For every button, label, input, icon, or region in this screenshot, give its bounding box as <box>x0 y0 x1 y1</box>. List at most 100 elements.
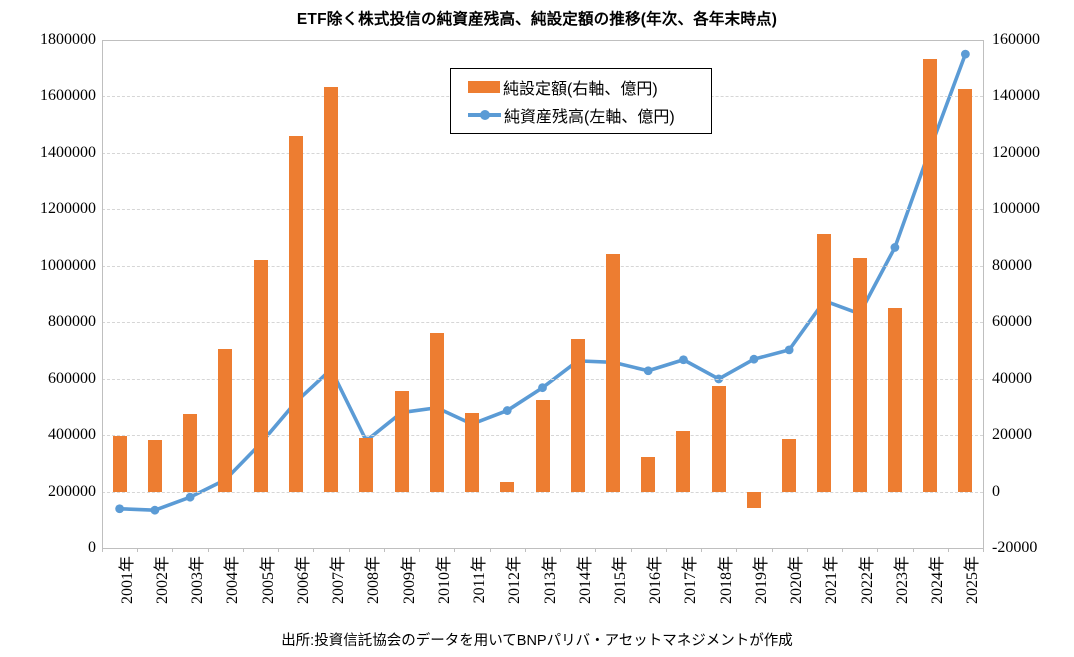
x-axis-tick <box>912 548 914 552</box>
legend: 純設定額(右軸、億円) 純資産残高(左軸、億円) <box>450 68 712 134</box>
right-axis-tick: 80000 <box>992 256 1032 274</box>
x-axis-label: 2015年 <box>611 556 629 605</box>
x-axis-label: 2003年 <box>189 556 207 605</box>
x-axis-label: 2019年 <box>752 556 770 605</box>
left-axis-tick: 1600000 <box>40 87 96 105</box>
x-axis-label: 2012年 <box>506 556 524 605</box>
left-axis-tick: 1000000 <box>40 256 96 274</box>
x-axis-label: 2025年 <box>964 556 982 605</box>
point-2020 <box>784 345 794 355</box>
x-axis-tick <box>630 548 632 552</box>
bar-2021 <box>817 233 832 492</box>
left-axis-tick: 400000 <box>48 426 96 444</box>
right-axis-tick: 140000 <box>992 87 1040 105</box>
x-axis-label: 2009年 <box>400 556 418 605</box>
line-marker-icon <box>480 110 490 120</box>
x-axis-tick <box>207 548 209 552</box>
x-axis-label: 2010年 <box>435 556 453 605</box>
right-axis-tick: 0 <box>992 482 1000 500</box>
point-2025 <box>960 49 970 59</box>
bar-2008 <box>359 437 374 492</box>
chart-title: ETF除く株式投信の純資産残高、純設定額の推移(年次、各年末時点) <box>296 11 778 28</box>
bar-2007 <box>324 87 339 492</box>
x-axis-tick <box>947 548 949 552</box>
point-2001 <box>115 504 125 514</box>
bar-2011 <box>465 413 480 492</box>
gridline <box>102 152 983 154</box>
bar-2017 <box>676 430 691 492</box>
x-axis-label: 2001年 <box>118 556 136 605</box>
bar-2006 <box>288 135 303 492</box>
left-axis-tick: 1800000 <box>40 31 96 48</box>
right-axis-tick: 60000 <box>992 313 1032 331</box>
gridline <box>102 322 983 324</box>
x-axis-tick <box>736 548 738 552</box>
point-2017 <box>679 355 688 365</box>
left-axis-tick: 200000 <box>48 482 96 500</box>
gridline <box>102 378 983 380</box>
bar-2020 <box>782 439 797 492</box>
right-axis-tick: 120000 <box>992 143 1040 161</box>
x-axis-label: 2023年 <box>893 556 911 605</box>
point-2016 <box>643 366 653 376</box>
gridline <box>102 491 983 493</box>
bar-2019 <box>746 491 761 508</box>
x-axis-label: 2004年 <box>224 556 242 605</box>
point-2003 <box>185 492 195 502</box>
x-axis-tick <box>524 548 526 552</box>
right-axis-tick: 160000 <box>992 31 1040 48</box>
point-2013 <box>538 383 547 393</box>
bar-2012 <box>500 481 515 492</box>
legend-label-bar-series: 純設定額(右軸、億円) <box>503 81 658 98</box>
legend-label-line-series: 純資産残高(左軸、億円) <box>504 109 675 126</box>
point-2002 <box>150 505 160 515</box>
x-axis-tick <box>383 548 385 552</box>
x-axis-label: 2008年 <box>365 556 383 605</box>
plot-border <box>102 40 984 549</box>
x-axis-tick <box>278 548 280 552</box>
bar-2022 <box>852 258 867 492</box>
legend-item-bar-series: 純設定額(右軸、億円) <box>468 75 711 99</box>
bar-2013 <box>535 399 550 492</box>
bar-2005 <box>253 260 268 492</box>
x-axis-label: 2022年 <box>858 556 876 605</box>
x-axis-tick <box>842 548 844 552</box>
legend-item-line-series: 純資産残高(左軸、億円) <box>468 103 711 127</box>
x-axis-tick <box>419 548 421 552</box>
x-axis-tick <box>771 548 773 552</box>
gridline <box>102 209 983 211</box>
bar-2010 <box>429 332 444 492</box>
point-2023 <box>890 243 900 252</box>
x-axis-tick <box>172 548 174 552</box>
x-axis-tick <box>102 548 103 552</box>
x-axis-label: 2020年 <box>788 556 806 605</box>
x-axis-tick <box>454 548 456 552</box>
right-axis-tick: 100000 <box>992 200 1040 218</box>
x-axis-label: 2014年 <box>576 556 594 605</box>
left-axis-tick: 800000 <box>48 313 96 331</box>
x-axis-label: 2021年 <box>823 556 841 605</box>
x-axis-label: 2005年 <box>259 556 277 605</box>
bar-2023 <box>887 307 902 492</box>
x-axis-label: 2017年 <box>682 556 700 605</box>
x-axis-label: 2024年 <box>929 556 947 605</box>
x-axis-tick <box>806 548 808 552</box>
x-axis-tick <box>877 548 879 552</box>
point-2012 <box>502 406 512 415</box>
bar-2025 <box>958 89 973 492</box>
x-axis-tick <box>242 548 244 552</box>
x-axis-tick <box>137 548 139 552</box>
source-note: 出所:投資信託協会のデータを用いてBNPパリバ・アセットマネジメントが作成 <box>281 633 793 649</box>
bar-2002 <box>147 439 162 492</box>
left-axis-tick: 0 <box>88 539 96 556</box>
x-axis-tick <box>560 548 562 552</box>
x-axis-label: 2002年 <box>153 556 171 605</box>
right-axis-tick: 20000 <box>992 426 1032 444</box>
left-axis-tick: 1400000 <box>40 143 96 161</box>
bar-2001 <box>112 435 127 492</box>
x-axis-tick <box>701 548 703 552</box>
bar-2024 <box>923 59 938 492</box>
x-axis-tick <box>313 548 315 552</box>
line-swatch <box>468 109 501 121</box>
